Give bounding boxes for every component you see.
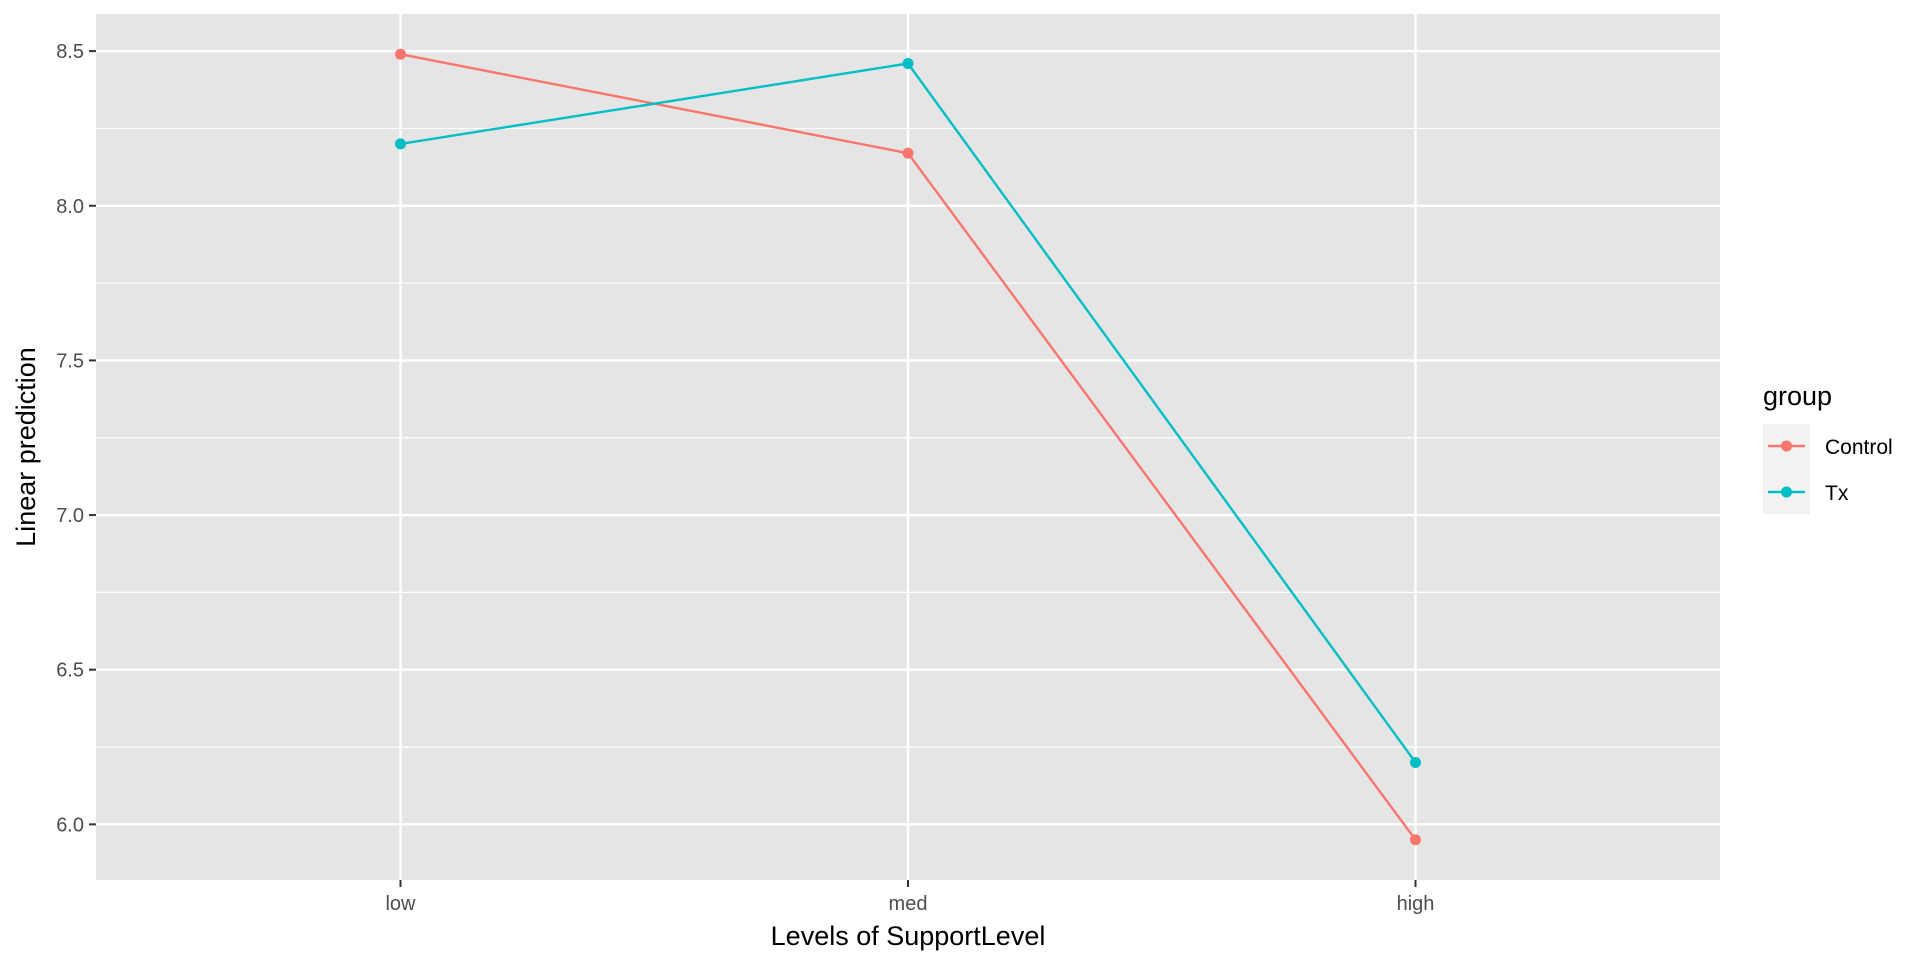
data-point-control (902, 147, 914, 159)
y-tick-label: 8.0 (56, 196, 84, 218)
data-point-tx (902, 57, 914, 69)
y-axis-title: Linear prediction (11, 347, 41, 547)
x-tick-label: low (385, 893, 416, 915)
x-tick-label: med (889, 893, 928, 915)
x-axis: low med high (385, 880, 1434, 915)
x-tick-label: high (1397, 893, 1435, 915)
data-point-tx (1410, 756, 1421, 768)
legend-label-control: Control (1825, 436, 1893, 459)
y-tick-label: 6.0 (56, 814, 84, 836)
x-axis-title: Levels of SupportLevel (771, 921, 1046, 951)
y-tick-label: 8.5 (56, 41, 84, 63)
legend-keys-background (1763, 424, 1810, 514)
series-layer (395, 48, 1421, 846)
legend-items: Control Tx (1768, 436, 1893, 505)
y-tick-label: 7.0 (56, 505, 84, 527)
y-tick-label: 6.5 (56, 660, 84, 682)
y-tick-label: 7.5 (56, 350, 84, 372)
legend: group Control Tx (1763, 381, 1893, 514)
data-point-control (395, 48, 406, 60)
legend-key-point-control (1781, 440, 1792, 452)
legend-key-point-tx (1781, 486, 1792, 498)
legend-title: group (1763, 381, 1832, 411)
y-axis: 6.0 6.5 7.0 7.5 8.0 8.5 (56, 41, 96, 836)
legend-label-tx: Tx (1825, 482, 1849, 505)
data-point-control (1410, 834, 1421, 846)
major-gridlines (96, 14, 1720, 880)
data-point-tx (395, 138, 406, 150)
